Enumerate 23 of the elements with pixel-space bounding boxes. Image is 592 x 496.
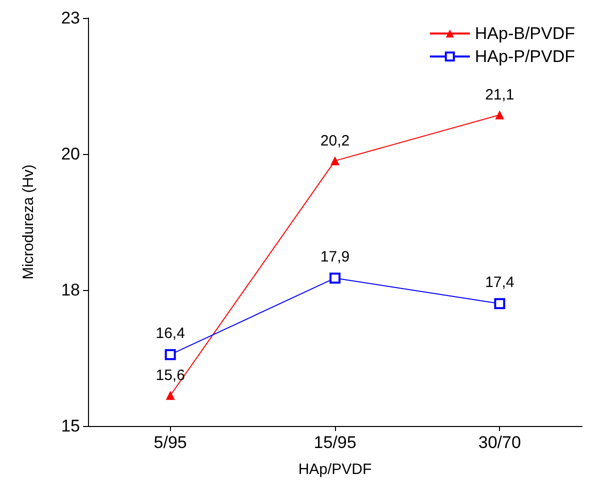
point [164,349,176,360]
point [495,110,504,120]
point [330,272,340,284]
y-tick-label: 15 [61,416,80,436]
data-label: 21,1 [485,86,514,104]
data-label: 17,9 [320,248,350,266]
data-label: 16,4 [156,325,185,342]
y-axis-title: Microdureza (Hv) [20,164,37,280]
data-label: 20,2 [320,132,350,150]
y-tick-label: 18 [61,280,80,300]
legend-label: HAp-P/PVDF [474,47,576,66]
y-tick-label: 23 [61,8,80,28]
x-axis-title: HAp/PVDF [298,461,372,478]
data-label: 15,6 [156,366,185,384]
point [330,156,340,166]
y-tick-label: 20 [61,144,80,164]
x-tick-label: 15/95 [314,433,356,452]
x-tick-label: 30/70 [478,433,521,452]
legend-label: HAp-B/PVDF [474,24,576,43]
point [494,298,506,310]
x-tick-label: 5/95 [154,433,187,452]
point [166,390,175,400]
data-label: 17,4 [485,274,514,292]
